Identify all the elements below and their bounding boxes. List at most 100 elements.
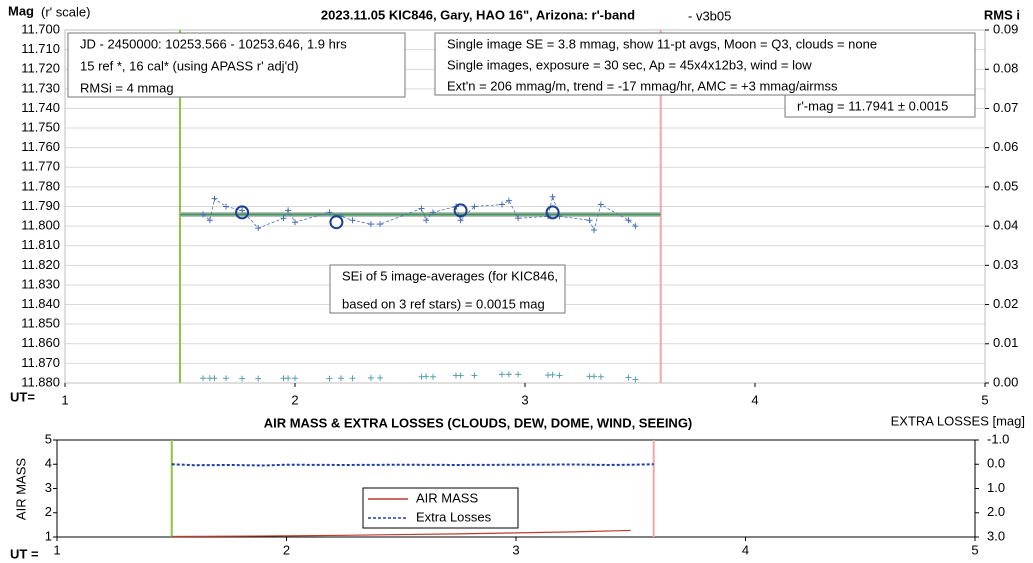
legend-box bbox=[362, 487, 519, 529]
point bbox=[423, 373, 430, 380]
x-tick-label: 2 bbox=[291, 392, 298, 407]
point bbox=[206, 217, 213, 224]
point bbox=[239, 375, 246, 382]
point bbox=[223, 203, 229, 210]
data-line bbox=[171, 529, 631, 538]
annotation-box bbox=[67, 32, 406, 98]
y-tick-label: 11.860 bbox=[21, 335, 60, 350]
point bbox=[349, 217, 356, 224]
y2-tick-label: 2.0 bbox=[987, 504, 1005, 519]
y-tick-label: 11.770 bbox=[21, 159, 60, 174]
point bbox=[591, 373, 597, 380]
average-point bbox=[235, 205, 250, 220]
point bbox=[255, 225, 262, 232]
y2-axis-label: EXTRA LOSSES [mag] bbox=[891, 413, 1025, 428]
point bbox=[499, 371, 505, 378]
annotation-box bbox=[434, 32, 976, 96]
point bbox=[457, 217, 464, 224]
x-tick-label: 1 bbox=[61, 392, 68, 407]
annotation-box bbox=[784, 94, 976, 118]
point bbox=[625, 374, 632, 381]
annotation-text: based on 3 ref stars) = 0.0015 mag bbox=[342, 296, 545, 311]
point bbox=[239, 207, 246, 214]
y-axis-note: (r' scale) bbox=[41, 4, 90, 19]
point bbox=[632, 223, 639, 230]
point bbox=[280, 215, 287, 222]
y2-tick-label: 0.05 bbox=[993, 178, 1018, 193]
point bbox=[349, 375, 356, 382]
point bbox=[556, 372, 563, 379]
point bbox=[338, 375, 344, 382]
point bbox=[597, 373, 604, 380]
y-tick-label: 5 bbox=[45, 431, 52, 446]
average-point bbox=[329, 215, 344, 230]
point bbox=[471, 203, 478, 210]
average-point bbox=[545, 205, 560, 220]
point bbox=[255, 375, 262, 382]
point bbox=[471, 372, 478, 379]
chart-title: 2023.11.05 KIC846, Gary, HAO 16", Arizon… bbox=[321, 7, 635, 22]
point bbox=[505, 197, 512, 204]
y-tick-label: 4 bbox=[45, 456, 52, 471]
y2-tick-label: 0.00 bbox=[993, 374, 1018, 389]
point bbox=[367, 374, 374, 381]
annotation-text: SEi of 5 image-averages (for KIC846, bbox=[342, 268, 558, 283]
y2-tick-label: 0.09 bbox=[993, 21, 1018, 36]
data-line bbox=[171, 463, 654, 467]
x-tick-label: 4 bbox=[742, 542, 749, 557]
point bbox=[632, 376, 639, 383]
y-tick-label: 11.750 bbox=[21, 119, 60, 134]
point bbox=[430, 373, 436, 380]
point bbox=[377, 221, 384, 228]
legend-label: AIR MASS bbox=[416, 490, 478, 505]
x-tick-label: 1 bbox=[53, 542, 60, 557]
y2-tick-label: 0.03 bbox=[993, 257, 1018, 272]
point bbox=[549, 193, 556, 200]
point bbox=[418, 205, 425, 212]
y-tick-label: 11.700 bbox=[21, 21, 60, 36]
x-tick-label: 3 bbox=[521, 392, 528, 407]
y-tick-label: 11.830 bbox=[21, 276, 60, 291]
x-tick-label: 4 bbox=[751, 392, 758, 407]
x-axis-label: UT= bbox=[10, 389, 35, 404]
point bbox=[326, 209, 333, 216]
annotation-text: r'-mag = 11.7941 ± 0.0015 bbox=[797, 98, 948, 113]
annotation-box bbox=[329, 264, 566, 314]
legend-label: Extra Losses bbox=[416, 509, 492, 524]
point bbox=[326, 375, 333, 382]
point bbox=[285, 207, 292, 214]
chart-subtitle: - v3b05 bbox=[688, 8, 731, 23]
point bbox=[586, 217, 593, 224]
y2-tick-label: 0.06 bbox=[993, 139, 1018, 154]
point bbox=[457, 372, 464, 379]
point bbox=[377, 374, 384, 381]
y-tick-label: 11.720 bbox=[21, 61, 60, 76]
y2-tick-label: 0.04 bbox=[993, 218, 1018, 233]
y-tick-label: 11.850 bbox=[21, 316, 60, 331]
point bbox=[211, 195, 218, 202]
point bbox=[285, 375, 292, 382]
point bbox=[515, 215, 522, 222]
y2-tick-label: 0.0 bbox=[987, 456, 1005, 471]
y2-tick-label: -1.0 bbox=[987, 431, 1009, 446]
y-tick-label: 11.880 bbox=[21, 374, 60, 389]
point bbox=[200, 375, 206, 382]
annotation-text: Single images, exposure = 30 sec, Ap = 4… bbox=[447, 57, 812, 72]
y2-tick-label: 0.01 bbox=[993, 335, 1018, 350]
y-tick-label: 11.710 bbox=[21, 41, 60, 56]
y-axis-label: AIR MASS bbox=[13, 458, 28, 520]
point bbox=[591, 227, 597, 234]
point bbox=[505, 371, 512, 378]
y2-axis-label: RMS i bbox=[984, 7, 1020, 22]
y-axis-label: Mag bbox=[8, 3, 34, 18]
point bbox=[211, 375, 218, 382]
y-tick-label: 11.810 bbox=[21, 237, 60, 252]
x-tick-label: 5 bbox=[971, 542, 978, 557]
annotation-text: Ext'n = 206 mmag/m, trend = -17 mmag/hr,… bbox=[447, 78, 838, 93]
y2-tick-label: 0.07 bbox=[993, 100, 1018, 115]
point bbox=[223, 375, 229, 382]
y-tick-label: 11.780 bbox=[21, 178, 60, 193]
annotation-text: Single image SE = 3.8 mmag, show 11-pt a… bbox=[447, 36, 877, 51]
point bbox=[625, 217, 632, 224]
